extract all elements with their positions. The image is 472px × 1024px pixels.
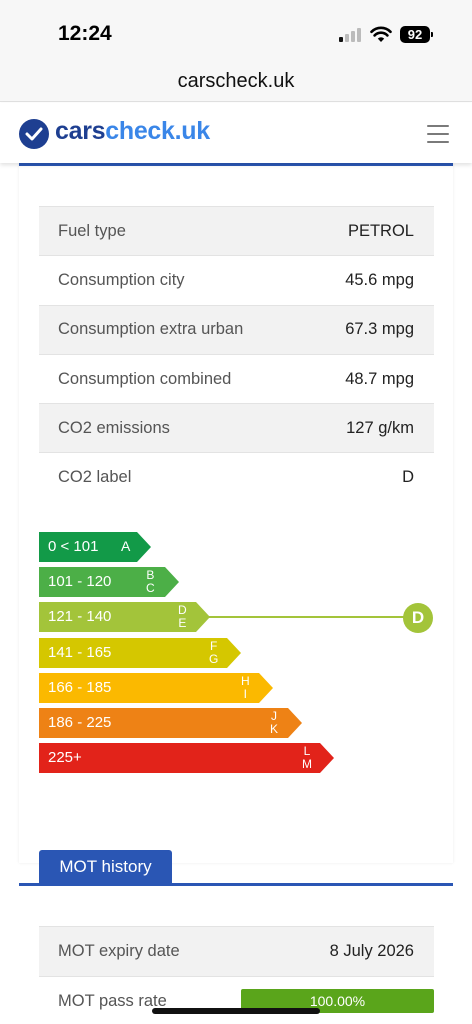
status-bar: 12:24 92 (0, 0, 472, 62)
section-divider (19, 883, 453, 886)
co2-band: 186 - 225 J K (39, 708, 302, 738)
row-value: 127 g/km (346, 418, 414, 437)
wifi-icon (370, 26, 392, 42)
co2-band-arrow-tip (227, 637, 241, 668)
co2-band-arrow-tip (259, 672, 273, 703)
co2-band-range: 166 - 185 (48, 678, 112, 696)
row-value: 67.3 mpg (345, 320, 414, 339)
co2-band: 225+ L M (39, 743, 334, 774)
co2-band: 0 < 101 A (39, 532, 151, 562)
co2-band-range: 101 - 120 (48, 573, 112, 591)
row-label: Consumption extra urban (58, 320, 244, 339)
row-label: CO2 emissions (58, 418, 170, 437)
table-row: Consumption city 45.6 mpg (39, 255, 434, 304)
row-label: Fuel type (58, 221, 126, 240)
site-logo[interactable]: carscheck.uk (55, 117, 210, 146)
co2-band-arrow-tip (137, 532, 151, 562)
site-header: carscheck.uk (0, 103, 472, 163)
co2-energy-label: D 0 < 101 A 101 - 120 B C 121 - 140 D E 141 - 16… (39, 532, 439, 777)
row-label: CO2 label (58, 468, 132, 487)
row-value: 45.6 mpg (345, 270, 414, 289)
co2-band-arrow-tip (165, 567, 179, 598)
co2-band-arrow-tip (288, 708, 302, 738)
table-row: CO2 label D (39, 452, 434, 501)
co2-band: 121 - 140 D E (39, 602, 210, 633)
co2-band-range: 121 - 140 (48, 608, 112, 626)
table-row: MOT expiry date 8 July 2026 (39, 926, 434, 976)
mot-table: MOT expiry date 8 July 2026 MOT pass rat… (39, 926, 434, 1024)
row-label: MOT expiry date (58, 942, 180, 960)
co2-marker-line (209, 616, 409, 618)
row-value: 48.7 mpg (345, 369, 414, 388)
row-value: PETROL (347, 221, 414, 240)
cellular-signal-icon (339, 28, 363, 42)
co2-band-range: 225+ (48, 749, 82, 767)
table-row: Consumption extra urban 67.3 mpg (39, 304, 434, 354)
home-indicator[interactable] (152, 1008, 320, 1014)
table-row: Fuel type PETROL (39, 206, 434, 256)
co2-band-arrow-tip (320, 743, 334, 774)
address-bar[interactable]: carscheck.uk (0, 62, 472, 102)
logo-text-part2: check.uk (105, 117, 210, 145)
co2-band: 141 - 165 F G (39, 637, 241, 668)
tab-mot-history[interactable]: MOT history (39, 850, 172, 884)
co2-marker-badge: D (403, 603, 433, 633)
co2-band-range: 186 - 225 (48, 714, 112, 731)
battery-icon: 92 (400, 26, 433, 43)
status-time: 12:24 (58, 22, 112, 45)
co2-band-arrow-tip (196, 602, 210, 633)
row-label: Consumption combined (58, 369, 232, 388)
row-value: D (402, 468, 414, 487)
row-label: MOT pass rate (58, 992, 167, 1010)
co2-band: 166 - 185 H I (39, 672, 273, 703)
co2-band-range: 0 < 101 (48, 538, 99, 555)
co2-band-range: 141 - 165 (48, 643, 112, 661)
row-label: Consumption city (58, 270, 185, 289)
table-row: MOT pass rate 100.00% (39, 976, 434, 1024)
co2-band-letters: A (121, 538, 131, 554)
fuel-economy-table: Fuel type PETROL Consumption city 45.6 m… (39, 206, 434, 502)
url-text: carscheck.uk (177, 70, 295, 92)
table-row: CO2 emissions 127 g/km (39, 403, 434, 453)
co2-band: 101 - 120 B C (39, 567, 179, 598)
table-row: Consumption combined 48.7 mpg (39, 353, 434, 403)
row-value: 8 July 2026 (329, 942, 414, 960)
logo-text-part1: cars (55, 117, 106, 145)
hamburger-menu-icon[interactable] (427, 124, 449, 144)
logo-check-icon[interactable] (19, 119, 49, 149)
